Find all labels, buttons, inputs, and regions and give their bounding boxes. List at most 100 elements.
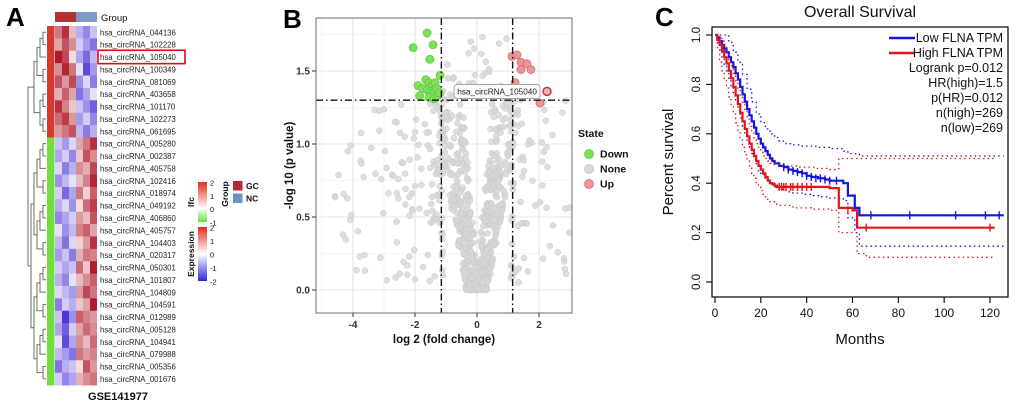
heatmap-row-label: hsa_circRNA_018974 [100, 189, 177, 198]
heatmap-cell [62, 298, 69, 312]
heatmap-row-label: hsa_circRNA_079988 [100, 350, 176, 359]
heatmap-cell [62, 125, 69, 138]
heatmap-cell [55, 162, 62, 175]
heatmap-cell [69, 298, 76, 312]
lfc-annotation-cell [47, 38, 55, 52]
heatmap-cell [76, 137, 83, 151]
x-axis-tick-label: -2 [411, 320, 420, 331]
heatmap-row-label: hsa_circRNA_081069 [100, 78, 176, 87]
survival-panel: Overall Survival 0 20 40 60 80 100 120 1.0 0.8 0.6… [660, 4, 1009, 348]
heatmap-cell [62, 75, 69, 89]
lfc-annotation-cell [47, 75, 55, 89]
heatmap-cell [55, 149, 62, 163]
heatmap-cell [55, 347, 62, 361]
lfc-annotation-cell [47, 372, 55, 386]
plot-box [711, 26, 1009, 298]
heatmap-cell [90, 248, 97, 262]
lfc-annotation-cell [47, 186, 55, 200]
state-legend-label: Up [600, 179, 614, 191]
heatmap-cell [69, 372, 76, 386]
heatmap-cell [76, 50, 83, 64]
heatmap-cell [83, 63, 90, 76]
heatmap-cell [90, 26, 97, 39]
heatmap-cell [83, 87, 90, 101]
heatmap-cell [90, 50, 97, 64]
lfc-annotation-cell [47, 248, 55, 262]
heatmap-cell [55, 50, 62, 64]
heatmap-cell [90, 112, 97, 126]
heatmap-row-label: hsa_circRNA_005280 [100, 140, 177, 149]
heatmap-cell [83, 323, 90, 336]
expression-colorbar-tick: -1 [210, 264, 217, 273]
heatmap-cell [83, 310, 90, 324]
expression-colorbar [198, 227, 207, 281]
heatmap-cell [69, 360, 76, 374]
heatmap-cell [62, 100, 69, 114]
heatmap-cell [83, 298, 90, 312]
group-bar-nc [76, 12, 97, 22]
stat-line: HR(high)=1.5 [928, 76, 1003, 90]
heatmap-cell [69, 285, 76, 299]
censor-marks-high [778, 182, 991, 232]
expression-colorbar-title: Expression [186, 231, 196, 277]
heatmap-cell [69, 199, 76, 213]
heatmap-cell [62, 50, 69, 64]
x-axis-title: log 2 (fold change) [393, 334, 495, 346]
heatmap-cell [55, 360, 62, 374]
heatmap-cell [62, 87, 69, 101]
y-axis-tick-label: 0.5 [296, 213, 310, 224]
stat-line: Logrank p=0.012 [909, 61, 1003, 75]
x-axis-tick-label: 20 [754, 306, 768, 320]
heatmap-row-label: hsa_circRNA_104809 [100, 288, 176, 297]
heatmap-row-label: hsa_circRNA_102416 [100, 177, 176, 186]
x-axis-title: Months [835, 331, 884, 348]
heatmap-cell [62, 261, 69, 274]
heatmap-cell [90, 285, 97, 299]
heatmap-panel: Group hsa_circRNA_044136 hsa_circRNA_10222… [27, 12, 259, 403]
x-axis-tick-label: 100 [934, 306, 954, 320]
lfc-annotation-cell [47, 125, 55, 138]
y-axis-tick-label: 0.4 [691, 175, 703, 192]
heatmap-cell [83, 261, 90, 274]
lfc-annotation-cell [47, 137, 55, 151]
heatmap-cell [69, 174, 76, 188]
heatmap-cell [83, 211, 90, 225]
lfc-annotation-cell [47, 87, 55, 101]
lfc-annotation-cell [47, 298, 55, 312]
lfc-annotation-cell [47, 199, 55, 213]
legend-label-low: Low FLNA TPM [916, 31, 1003, 45]
heatmap-row-label: hsa_circRNA_005356 [100, 363, 176, 372]
y-axis-tick-label: 0.8 [691, 76, 703, 92]
heatmap-cell [69, 149, 76, 163]
heatmap-cell [62, 149, 69, 163]
ci-upper-high [715, 34, 995, 171]
stat-line: n(high)=269 [936, 106, 1003, 120]
heatmap-cell [90, 125, 97, 138]
heatmap-cell [55, 63, 62, 76]
heatmap-row-label: hsa_circRNA_001676 [100, 375, 176, 384]
heatmap-cell [83, 162, 90, 175]
censor-marks-low [783, 163, 1000, 220]
heatmap-cell [83, 248, 90, 262]
heatmap-cell [55, 323, 62, 336]
heatmap-cell [69, 347, 76, 361]
heatmap-cell [76, 100, 83, 114]
lfc-annotation-cell [47, 26, 55, 39]
lfc-colorbar-tick: 2 [210, 179, 214, 188]
heatmap-cell [62, 323, 69, 336]
heatmap-cell [83, 137, 90, 151]
heatmap-cell [62, 199, 69, 213]
heatmap-cell [69, 50, 76, 64]
heatmap-cell [83, 360, 90, 374]
heatmap-cell [76, 125, 83, 138]
heatmap-cell [55, 273, 62, 287]
heatmap-cell [76, 298, 83, 312]
heatmap-cell [83, 100, 90, 114]
heatmap-row-label: hsa_circRNA_403658 [100, 90, 176, 99]
heatmap-cell [83, 50, 90, 64]
heatmap-row-label: hsa_circRNA_102228 [100, 41, 176, 50]
heatmap-cell [55, 137, 62, 151]
group-legend-label: NC [246, 194, 258, 204]
heatmap-cell [55, 285, 62, 299]
heatmap-cell [62, 310, 69, 324]
